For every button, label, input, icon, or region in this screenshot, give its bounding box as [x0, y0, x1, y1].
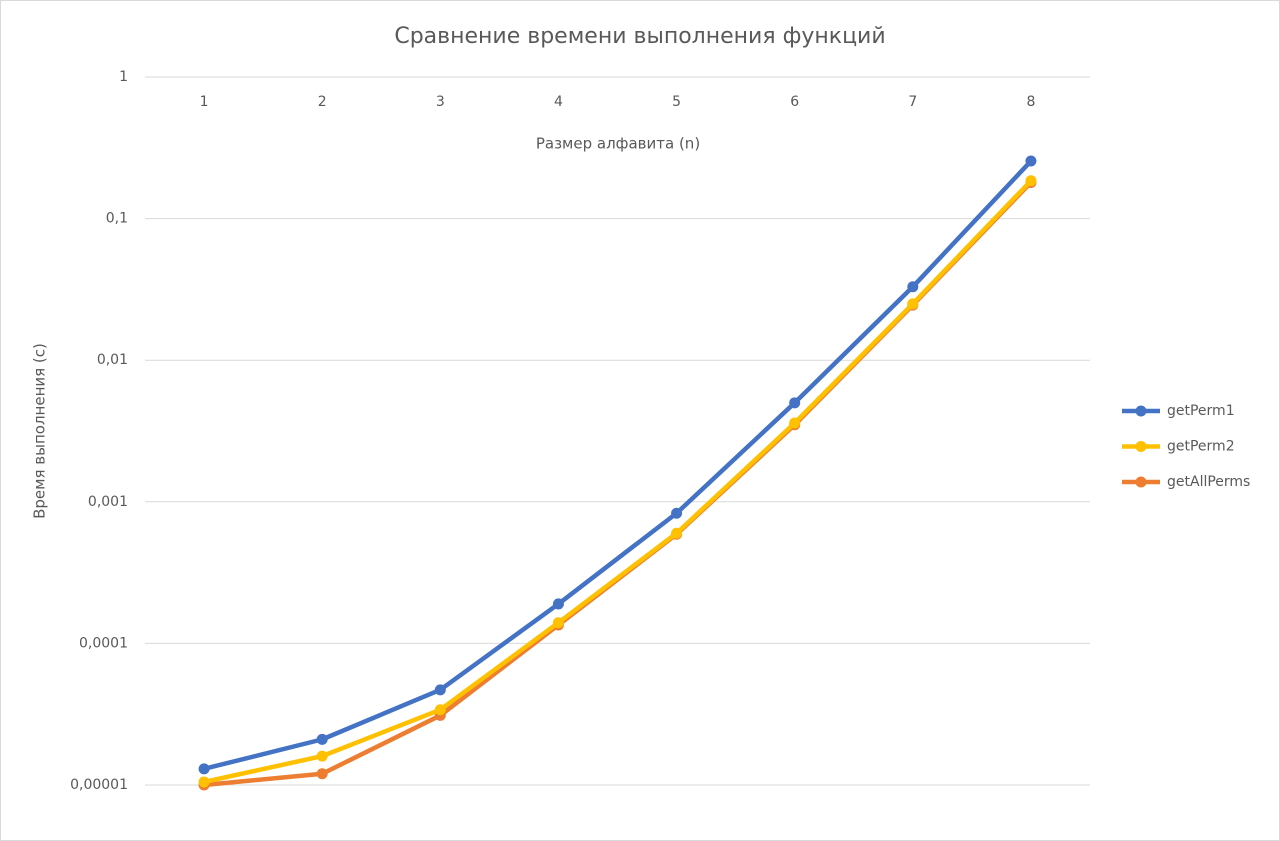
data-point: [316, 750, 328, 762]
data-point: [671, 507, 683, 519]
data-point: [907, 281, 919, 293]
y-tick-label: 0,001: [88, 494, 128, 510]
legend-marker: [1135, 441, 1147, 452]
x-tick-label: 8: [1026, 94, 1035, 110]
legend-label: getAllPerms: [1167, 474, 1250, 490]
series-line: [203, 159, 1033, 772]
y-tick-label: 0,1: [106, 211, 128, 227]
x-tick-label: 3: [436, 94, 445, 110]
data-point: [1025, 175, 1037, 187]
data-point: [1025, 155, 1037, 167]
x-tick-label: 4: [554, 94, 563, 110]
data-point: [552, 617, 564, 629]
chart-title: Сравнение времени выполнения функций: [394, 24, 885, 49]
data-point: [434, 704, 446, 716]
data-point: [316, 768, 328, 780]
x-axis-title: Размер алфавита (n): [536, 135, 700, 153]
data-point: [552, 598, 564, 610]
data-point: [671, 527, 683, 539]
data-point: [789, 397, 801, 409]
x-tick-label: 7: [908, 94, 917, 110]
series-line: [203, 179, 1033, 785]
legend-marker: [1135, 476, 1147, 488]
data-point: [434, 684, 446, 696]
legend-marker: [1135, 405, 1147, 417]
y-axis-title: Время выполнения (с): [31, 343, 49, 519]
x-tick-label: 5: [672, 94, 681, 110]
legend-label: getPerm2: [1167, 439, 1235, 455]
legend-label: getPerm1: [1167, 403, 1235, 419]
y-tick-label: 1: [119, 69, 128, 85]
y-tick-label: 0,01: [97, 352, 128, 368]
data-point: [316, 733, 328, 745]
data-point: [789, 417, 801, 429]
data-point: [198, 776, 210, 788]
x-tick-label: 6: [790, 94, 799, 110]
data-point: [907, 298, 919, 310]
y-tick-label: 0,0001: [79, 635, 128, 651]
x-tick-label: 2: [318, 94, 327, 110]
data-point: [198, 763, 210, 775]
y-tick-label: 0,00001: [70, 777, 128, 793]
x-tick-label: 1: [200, 94, 209, 110]
